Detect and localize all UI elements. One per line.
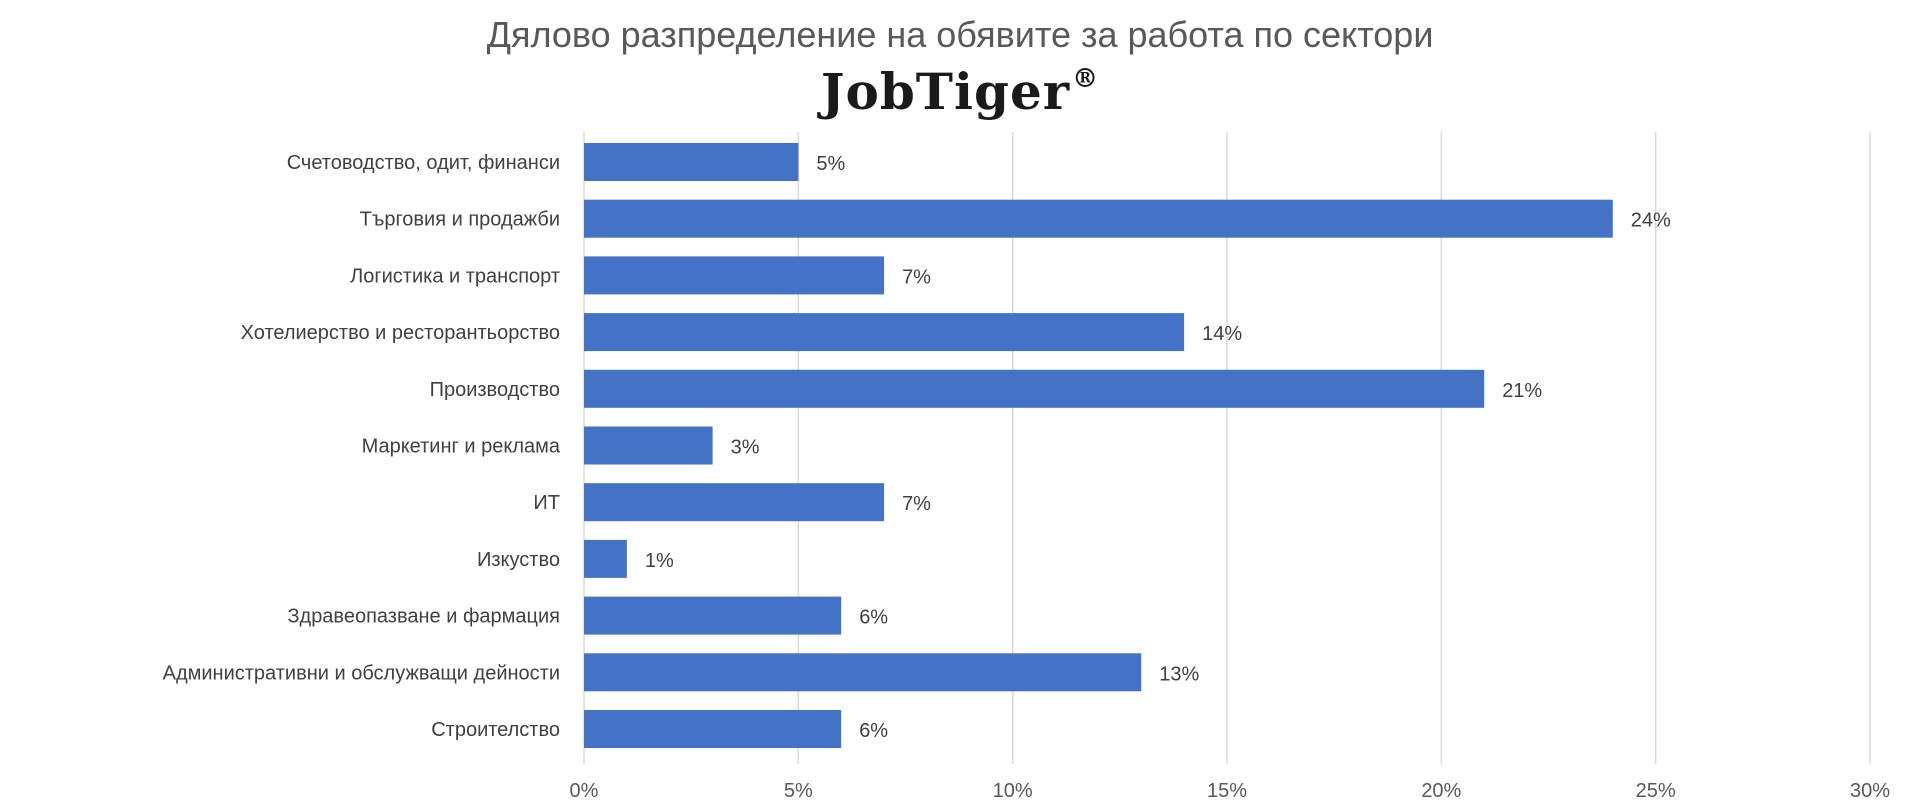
data-labels: 5% 24% 7% 14% 21% 3% 7% 1% 6% 13% 6%: [645, 153, 1671, 742]
data-label: 21%: [1502, 380, 1542, 402]
x-tick-label: 30%: [1850, 780, 1890, 802]
category-labels: Счетоводство, одит, финанси Търговия и пр…: [163, 152, 561, 741]
bar: [584, 143, 799, 181]
x-axis-ticks: 0% 5% 10% 15% 20% 25% 30%: [570, 780, 1891, 802]
data-label: 1%: [645, 550, 674, 572]
bar: [584, 483, 885, 522]
category-label: Маркетинг и реклама: [362, 436, 561, 458]
bar: [584, 256, 885, 295]
logo-wordmark: JobTiger: [820, 62, 1071, 121]
category-label: Логистика и транспорт: [350, 265, 560, 287]
bar: [584, 369, 1485, 408]
x-tick-label: 20%: [1421, 780, 1461, 802]
bar: [584, 596, 842, 635]
jobtiger-logo: JobTiger®: [0, 62, 1920, 121]
bar: [584, 653, 1142, 692]
bars: [584, 143, 1613, 748]
category-label: Производство: [430, 379, 560, 401]
x-tick-label: 25%: [1636, 780, 1676, 802]
bar: [584, 313, 1185, 352]
category-label: ИТ: [533, 492, 560, 514]
data-label: 7%: [902, 266, 931, 288]
category-label: Строителство: [431, 719, 560, 741]
data-label: 7%: [902, 493, 931, 515]
category-label: Хотелиерство и ресторантьорство: [241, 322, 560, 344]
category-label: Административни и обслужващи дейности: [163, 662, 560, 684]
bar: [584, 426, 713, 465]
data-label: 5%: [816, 153, 845, 175]
x-tick-label: 0%: [570, 780, 599, 802]
data-label: 14%: [1202, 323, 1242, 345]
data-label: 6%: [859, 607, 888, 629]
data-label: 3%: [731, 437, 760, 459]
category-label: Здравеопазване и фармация: [287, 606, 560, 628]
x-tick-label: 10%: [993, 780, 1033, 802]
category-label: Търговия и продажби: [360, 209, 560, 231]
bar: [584, 199, 1613, 238]
x-tick-label: 15%: [1207, 780, 1247, 802]
category-label: Изкуство: [477, 549, 560, 571]
bar: [584, 539, 627, 578]
data-label: 13%: [1159, 663, 1199, 685]
category-label: Счетоводство, одит, финанси: [287, 152, 560, 174]
data-label: 24%: [1631, 210, 1671, 232]
data-label: 6%: [859, 720, 888, 742]
x-tick-label: 5%: [784, 780, 813, 802]
registered-mark: ®: [1072, 64, 1100, 94]
chart-title: Дялово разпределение на обявите за работ…: [486, 14, 1434, 55]
bar: [584, 710, 842, 748]
